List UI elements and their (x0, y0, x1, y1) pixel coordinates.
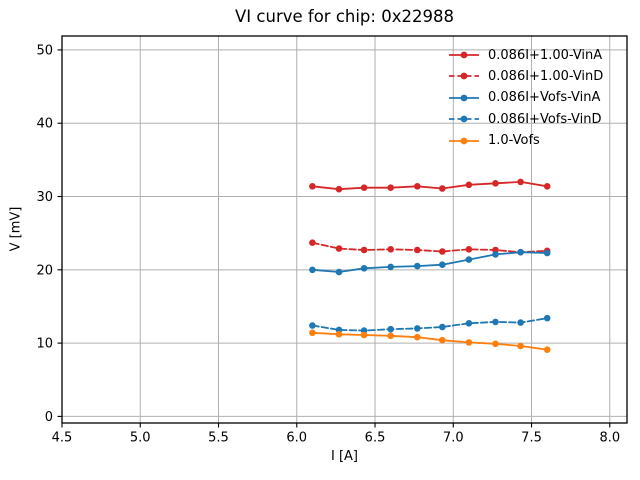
y-tick-label: 40 (36, 117, 53, 132)
data-point (414, 325, 421, 332)
data-point (309, 322, 316, 329)
y-tick-label: 10 (36, 337, 53, 352)
series-line (311, 251, 549, 273)
data-point (414, 262, 421, 270)
data-point (360, 265, 368, 272)
legend-line-sample (449, 94, 479, 102)
chart-title: VI curve for chip: 0x22988 (235, 7, 454, 26)
data-point (492, 251, 499, 258)
data-point (517, 178, 524, 186)
y-axis-label: V [mV] (8, 206, 24, 252)
circle-marker-icon (460, 137, 468, 144)
data-point (360, 246, 368, 254)
legend: 0.086I+1.00-VinA 0.086I+1.00-VinD 0.086I+V… (448, 48, 603, 155)
data-point (439, 261, 446, 269)
legend-label: 0.086I+Vofs-VinA (488, 90, 601, 106)
data-point (492, 340, 499, 348)
data-point (439, 248, 446, 255)
legend-line-sample (449, 137, 479, 144)
x-tick-label: 7.0 (443, 431, 464, 446)
data-point (465, 246, 473, 253)
x-axis-label: I [A] (330, 449, 358, 464)
data-point (492, 180, 499, 187)
data-point (465, 256, 473, 263)
legend-line-sample (449, 51, 479, 59)
legend-entry: 0.086I+1.00-VinD (448, 68, 604, 84)
data-point (309, 266, 316, 274)
y-tick-label: 20 (36, 263, 53, 278)
series-line (311, 331, 549, 351)
data-point (309, 329, 316, 337)
data-point (414, 333, 421, 341)
circle-marker-icon (460, 51, 468, 59)
data-point (387, 263, 395, 271)
legend-label: 0.086I+1.00-VinA (488, 47, 603, 63)
data-point (360, 184, 368, 191)
x-tick-label: 7.5 (521, 431, 542, 446)
x-tick-label: 5.0 (130, 431, 151, 446)
legend-entry: 1.0-Vofs (448, 133, 603, 149)
data-point (387, 246, 395, 253)
data-point (543, 346, 551, 354)
data-point (517, 342, 524, 350)
data-point (335, 245, 343, 252)
x-tick-label: 4.5 (52, 431, 73, 446)
legend-entry: 0.086I+Vofs-VinD (448, 111, 603, 127)
data-point (309, 239, 316, 246)
legend-entry: 0.086I+Vofs-VinA (448, 90, 603, 106)
data-point (543, 183, 551, 190)
data-point (387, 325, 395, 333)
data-point (517, 319, 524, 326)
x-tick-label: 6.0 (286, 431, 307, 446)
legend-line-sample (449, 72, 479, 80)
y-tick-label: 30 (36, 190, 53, 205)
data-point (439, 185, 446, 192)
x-tick-label: 6.5 (365, 431, 386, 446)
data-point (439, 336, 446, 344)
data-point (543, 249, 551, 257)
x-tick-label: 8.0 (599, 431, 620, 446)
axes-frame (61, 35, 628, 424)
data-point (465, 181, 473, 189)
x-tick-label: 5.5 (208, 431, 229, 446)
series-line (311, 317, 549, 332)
series-line (311, 241, 549, 254)
data-point (360, 331, 368, 339)
legend-label: 0.086I+1.00-VinD (488, 68, 604, 84)
data-point (517, 248, 524, 256)
legend-label: 0.086I+Vofs-VinD (488, 111, 602, 127)
data-point (465, 339, 473, 346)
data-point (309, 183, 316, 190)
data-point (465, 320, 473, 327)
data-point (335, 268, 343, 276)
data-point (414, 246, 421, 254)
legend-line-sample (449, 115, 479, 123)
data-point (543, 314, 551, 322)
legend-entry: 0.086I+1.00-VinA (448, 47, 603, 63)
data-point (439, 323, 446, 331)
data-point (335, 185, 343, 193)
series-line (311, 180, 549, 191)
y-tick-label: 50 (36, 43, 53, 58)
circle-marker-icon (460, 94, 468, 102)
data-point (387, 332, 395, 340)
data-point (492, 318, 499, 326)
circle-marker-icon (460, 72, 468, 80)
data-point (387, 184, 395, 191)
y-tick-label: 0 (45, 410, 53, 425)
circle-marker-icon (460, 115, 468, 123)
data-point (335, 331, 343, 338)
legend-label: 1.0-Vofs (488, 133, 540, 149)
data-point (414, 183, 421, 190)
